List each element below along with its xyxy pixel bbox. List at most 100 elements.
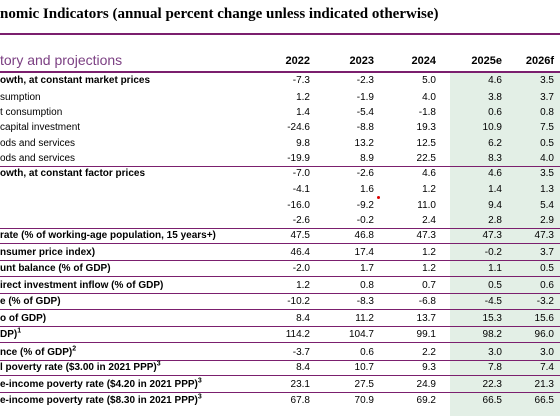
cell-value: 1.3 (540, 184, 554, 195)
cell-value: 98.2 (482, 329, 502, 340)
row-label: nsumer price index) (0, 247, 96, 258)
table-row: irect investment inflow (% of GDP) 1.2 0.8… (0, 278, 560, 294)
cell-value: 8.9 (360, 153, 374, 164)
cell-value: 19.3 (416, 122, 436, 133)
cell-value: 4.6 (488, 75, 502, 86)
cell-value: 11.0 (417, 200, 436, 211)
row-label: nce (% of GDP)2 (0, 345, 77, 358)
cell-value: 2.9 (540, 215, 554, 226)
cell-value: 1.2 (296, 92, 310, 103)
row-footnote-mark: 3 (197, 377, 202, 385)
cell-value: -4.5 (484, 296, 502, 307)
cell-value: 3.5 (540, 75, 554, 86)
cell-value: 0.5 (540, 263, 554, 274)
cell-value: 47.5 (290, 230, 310, 241)
table-row: unt balance (% of GDP) -2.0 1.7 1.2 1.1 0.5 (0, 261, 560, 277)
year-header: 2024 (411, 55, 436, 67)
table-row: owth, at constant market prices -7.3 -2.3 5… (0, 73, 560, 88)
cell-value: -19.9 (287, 153, 310, 164)
row-label: o of GDP) (0, 313, 47, 324)
cell-value: 10.9 (482, 122, 502, 133)
row-footnote-mark: 2 (72, 345, 77, 353)
cell-value: 7.5 (540, 122, 554, 133)
cell-value: 15.6 (534, 313, 554, 324)
cell-value: 27.5 (354, 379, 374, 390)
cell-value: 2.2 (422, 347, 436, 358)
cell-value: -2.6 (356, 168, 374, 179)
cell-value: -7.3 (292, 75, 310, 86)
row-label: e-income poverty rate ($4.20 in 2021 PPP… (0, 377, 202, 390)
cell-value: 13.2 (354, 138, 374, 149)
year-header: 2025e (471, 55, 502, 67)
table-row: nce (% of GDP)2 -3.7 0.6 2.2 3.0 3.0 (0, 345, 560, 361)
cell-value: 9.3 (422, 362, 436, 373)
cell-value: 47.3 (416, 230, 436, 241)
cell-value: 114.2 (285, 329, 310, 340)
row-footnote-mark: 3 (156, 360, 161, 368)
cell-value: 70.9 (354, 395, 374, 406)
row-label: e-income poverty rate ($8.30 in 2021 PPP… (0, 393, 202, 406)
row-label: t consumption (0, 107, 63, 118)
table-row: -2.6 -0.2 2.4 2.8 2.9 (0, 213, 560, 229)
cell-value: -9.2 (356, 200, 374, 211)
cell-value: 11.2 (355, 313, 374, 324)
cell-value: -24.6 (287, 122, 310, 133)
cell-value: -1.9 (356, 92, 374, 103)
cell-value: 46.8 (354, 230, 374, 241)
cell-value: -0.2 (356, 215, 374, 226)
cell-value: -2.3 (356, 75, 374, 86)
cell-value: -2.6 (292, 215, 310, 226)
cell-value: 1.1 (488, 263, 502, 274)
cell-value: 6.2 (488, 138, 502, 149)
header-rule (0, 71, 560, 73)
cell-value: 1.4 (488, 184, 502, 195)
cell-value: -3.7 (292, 347, 310, 358)
cell-value: 99.1 (416, 329, 436, 340)
table-row: l poverty rate ($3.00 in 2021 PPP)3 8.4 10… (0, 360, 560, 376)
row-label: l poverty rate ($3.00 in 2021 PPP)3 (0, 360, 161, 373)
row-label: ods and services (0, 153, 76, 164)
cell-value: 7.4 (540, 362, 554, 373)
row-label: sumption (0, 92, 41, 103)
row-footnote-mark: 1 (17, 327, 22, 335)
cell-value: 4.0 (540, 153, 554, 164)
cell-value: 22.3 (482, 379, 502, 390)
cell-value: 66.5 (482, 395, 502, 406)
cell-value: 0.5 (540, 138, 554, 149)
cell-value: 3.7 (540, 247, 554, 258)
cell-value: 3.0 (488, 347, 502, 358)
row-label: irect investment inflow (% of GDP) (0, 280, 164, 291)
cell-value: -8.3 (356, 296, 374, 307)
cell-value: 9.8 (296, 138, 310, 149)
cell-value: 0.6 (360, 347, 374, 358)
cell-value: 7.8 (488, 362, 502, 373)
cell-value: 23.1 (290, 379, 310, 390)
table-row: ods and services 9.8 13.2 12.5 6.2 0.5 (0, 136, 560, 151)
cell-value: 2.4 (422, 215, 436, 226)
cell-value: -0.2 (484, 247, 502, 258)
cell-value: 96.0 (534, 329, 554, 340)
cell-value: 17.4 (354, 247, 374, 258)
cell-value: 3.5 (540, 168, 554, 179)
cell-value: 4.6 (422, 168, 436, 179)
cell-value: 9.4 (488, 200, 502, 211)
table-row: capital investment -24.6 -8.8 19.3 10.9 7.5 (0, 120, 560, 135)
cell-value: 15.3 (482, 313, 502, 324)
cell-value: 4.0 (422, 92, 436, 103)
table-row: e-income poverty rate ($4.20 in 2021 PPP… (0, 377, 560, 393)
cell-value: 24.9 (416, 379, 436, 390)
table-row: rate (% of working-age population, 15 ye… (0, 228, 560, 244)
cell-value: -10.2 (287, 296, 310, 307)
table-row: ods and services -19.9 8.9 22.5 8.3 4.0 (0, 151, 560, 167)
cell-value: 47.3 (534, 230, 554, 241)
cell-value: 67.8 (290, 395, 310, 406)
table-row: -16.0 -9.2 11.0 9.4 5.4 (0, 198, 560, 213)
cell-value: -1.8 (418, 107, 436, 118)
table-row: -4.1 1.6 1.2 1.4 1.3 (0, 182, 560, 197)
row-label: capital investment (0, 122, 81, 133)
cell-value: 3.8 (488, 92, 502, 103)
table-row: e (% of GDP) -10.2 -8.3 -6.8 -4.5 -3.2 (0, 294, 560, 310)
cell-value: 1.6 (360, 184, 374, 195)
table-row: e-income poverty rate ($8.30 in 2021 PPP… (0, 393, 560, 408)
cell-value: 69.2 (416, 395, 436, 406)
